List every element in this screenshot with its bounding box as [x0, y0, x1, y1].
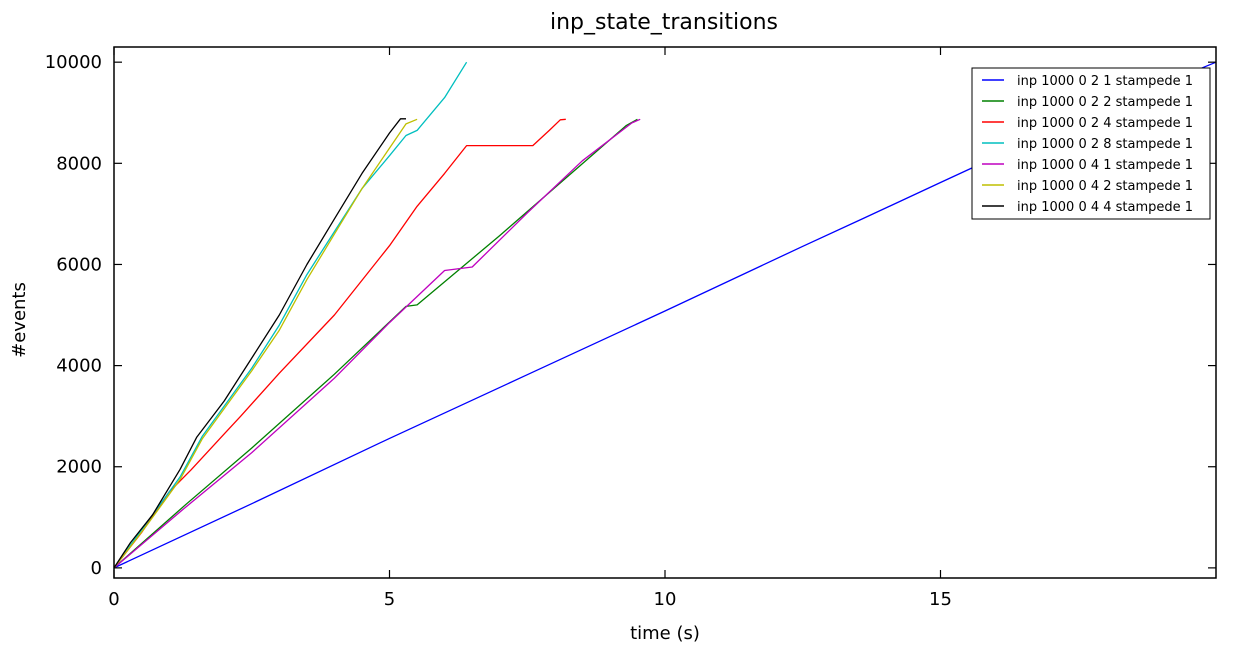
legend-entry: inp 1000 0 4 4 stampede 1	[1017, 200, 1193, 215]
series-line	[113, 61, 468, 569]
y-tick-label: 8000	[56, 153, 102, 174]
legend-entry: inp 1000 0 4 2 stampede 1	[1017, 179, 1193, 194]
chart-title: inp_state_transitions	[550, 10, 778, 35]
x-tick-label: 15	[929, 589, 952, 610]
x-tick-label: 0	[108, 589, 119, 610]
x-tick-label: 10	[654, 589, 677, 610]
series-line	[113, 118, 638, 569]
x-tick-label: 5	[384, 589, 395, 610]
legend-entry: inp 1000 0 2 2 stampede 1	[1017, 95, 1193, 110]
x-axis: 0 5 10 15	[108, 47, 952, 610]
y-tick-label: 4000	[56, 356, 102, 377]
y-axis: 0 2000 4000 6000 8000 10000	[45, 52, 1216, 579]
series-line	[113, 118, 566, 569]
series-line	[113, 118, 418, 569]
y-tick-label: 10000	[45, 52, 102, 73]
legend-box	[971, 67, 1211, 220]
series-line	[113, 118, 641, 569]
series-line	[113, 118, 406, 569]
x-axis-label: time (s)	[630, 623, 700, 644]
legend-entry: inp 1000 0 2 4 stampede 1	[1017, 116, 1193, 131]
legend-entry: inp 1000 0 4 1 stampede 1	[1017, 158, 1193, 173]
legend: inp 1000 0 2 1 stampede 1 inp 1000 0 2 2 …	[971, 67, 1211, 220]
y-tick-label: 2000	[56, 457, 102, 478]
y-tick-label: 0	[91, 558, 102, 579]
legend-entry: inp 1000 0 2 8 stampede 1	[1017, 137, 1193, 152]
y-tick-label: 6000	[56, 254, 102, 275]
legend-entry: inp 1000 0 2 1 stampede 1	[1017, 74, 1193, 89]
y-axis-label: #events	[9, 282, 30, 358]
